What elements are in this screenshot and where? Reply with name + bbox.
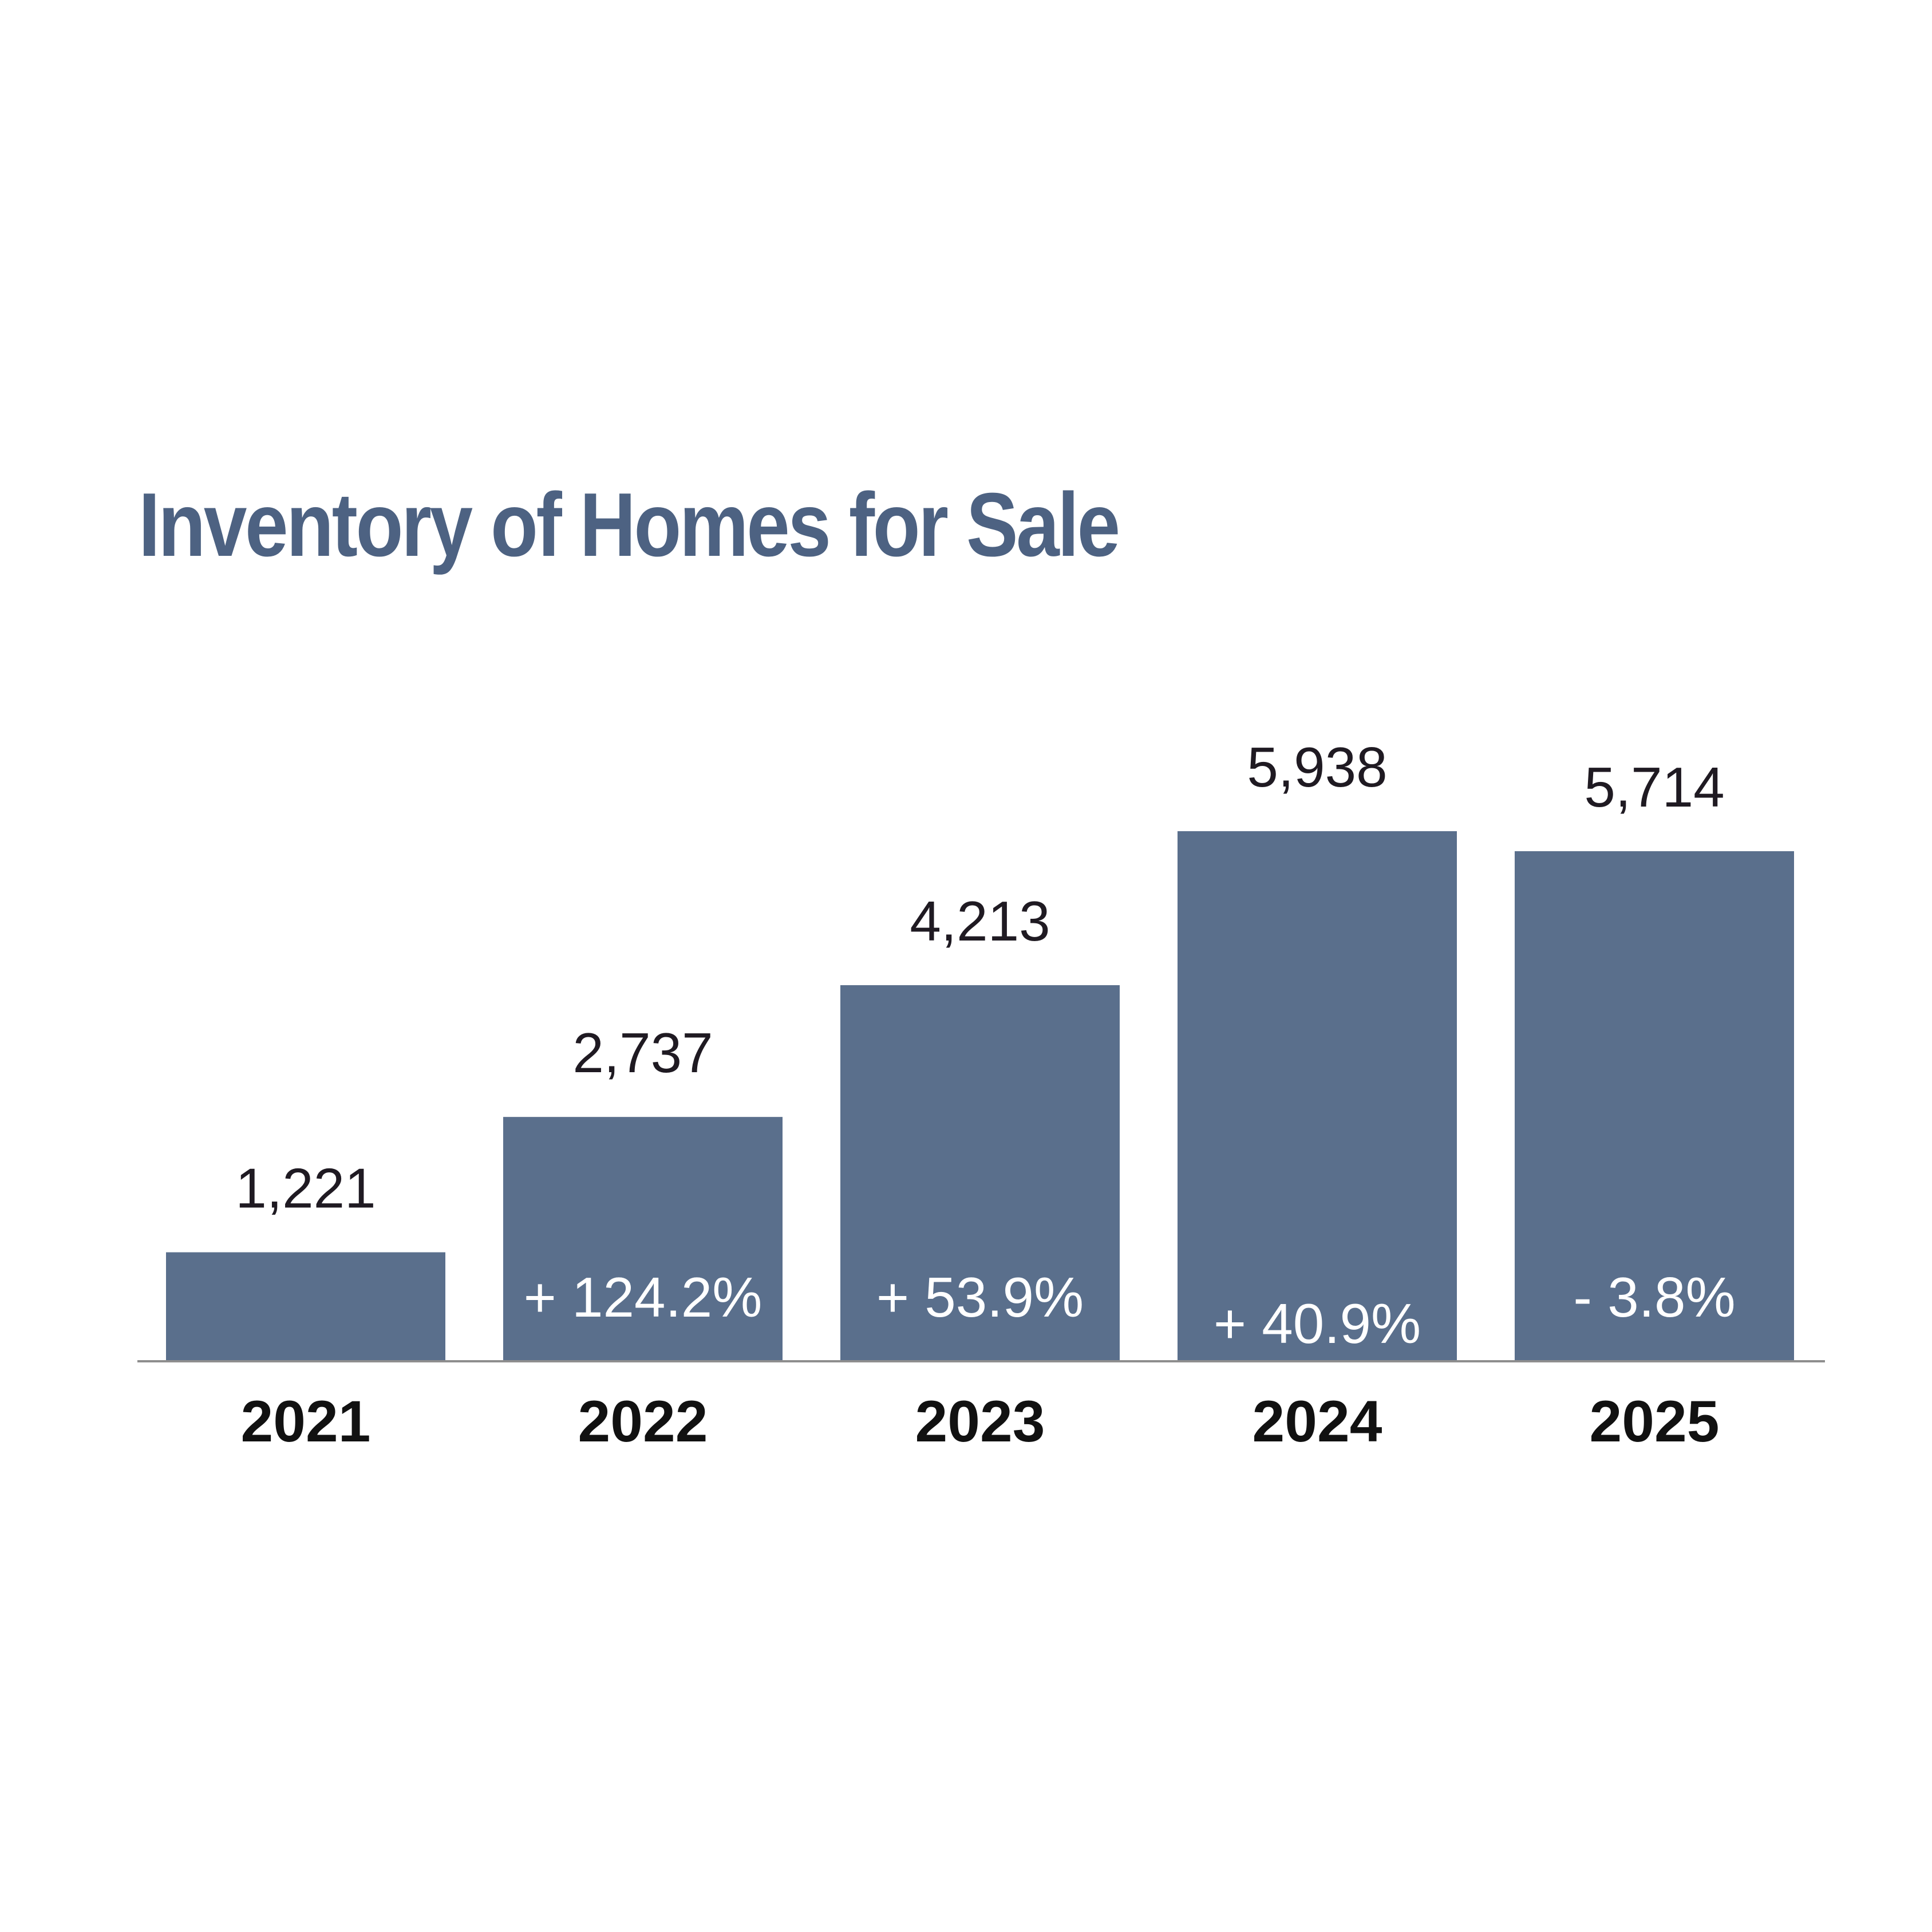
value-label-2024: 5,938 xyxy=(1247,736,1387,799)
x-tick-label-2025: 2025 xyxy=(1590,1389,1720,1454)
change-label-2023: + 53.9% xyxy=(876,1266,1084,1329)
x-tick-label-2022: 2022 xyxy=(578,1389,708,1454)
chart-title: Inventory of Homes for Sale xyxy=(139,475,1120,575)
bars-layer xyxy=(166,831,1794,1361)
bar-2022 xyxy=(503,1117,783,1361)
bar-2023 xyxy=(840,985,1120,1361)
bar-2024 xyxy=(1178,831,1457,1361)
bar-2021 xyxy=(166,1252,445,1361)
x-tick-label-2023: 2023 xyxy=(915,1389,1045,1454)
change-label-2024: + 40.9% xyxy=(1214,1292,1421,1355)
value-label-2021: 1,221 xyxy=(235,1157,376,1220)
x-tick-label-2021: 2021 xyxy=(241,1389,371,1454)
x-tick-label-2024: 2024 xyxy=(1253,1389,1382,1454)
bar-2025 xyxy=(1515,851,1794,1361)
labels-layer: 1,221 2021 2,737 + 124.2% 2022 4,213 + 53.9% 20… xyxy=(235,736,1735,1454)
change-label-2025: - 3.8% xyxy=(1573,1266,1735,1329)
value-label-2025: 5,714 xyxy=(1584,756,1724,819)
change-label-2022: + 124.2% xyxy=(524,1266,762,1329)
value-label-2022: 2,737 xyxy=(572,1021,713,1084)
value-label-2023: 4,213 xyxy=(910,890,1050,953)
